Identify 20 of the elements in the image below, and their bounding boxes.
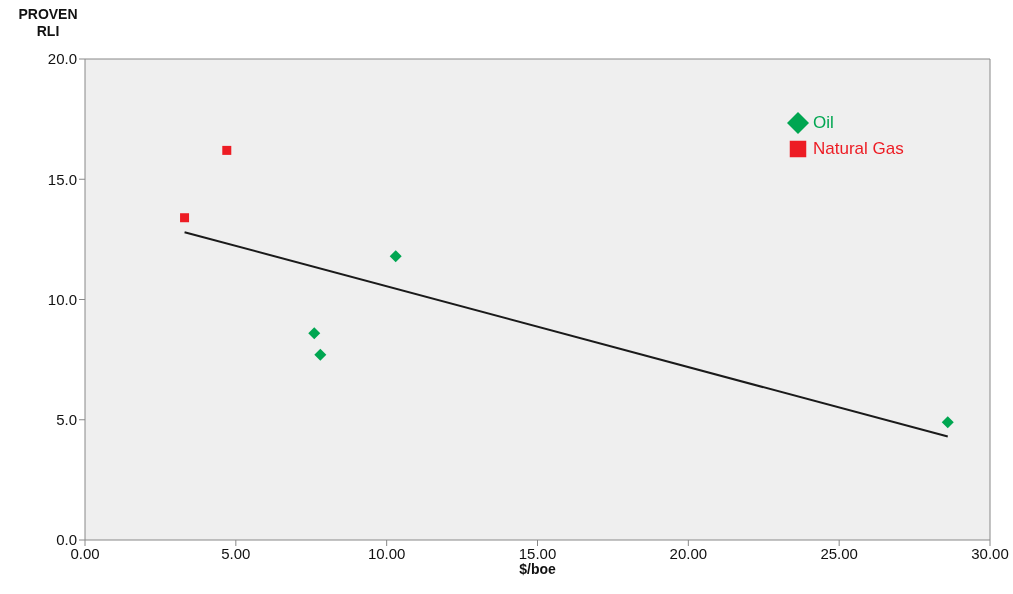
legend-label: Oil [813, 113, 834, 133]
point [941, 416, 954, 429]
point [180, 213, 190, 223]
point [314, 348, 327, 361]
y-tick-label: 15.0 [47, 170, 77, 188]
point [308, 327, 321, 340]
y-tick-label: 10.0 [47, 290, 77, 308]
x-tick-label: 15.00 [518, 544, 557, 562]
x-tick-label: 20.00 [669, 544, 708, 562]
point [389, 250, 402, 263]
x-axis-title: $/boe [519, 561, 556, 577]
point [222, 145, 232, 155]
x-tick-label: 30.00 [971, 544, 1009, 562]
y-tick-label: 20.0 [47, 50, 77, 68]
y-tick-label: 5.0 [56, 411, 77, 429]
x-tick-label: 25.00 [820, 544, 858, 562]
legend-label: Natural Gas [813, 139, 904, 159]
x-tick-label: 5.00 [221, 544, 251, 562]
y-axis-title: PROVEN RLI [17, 6, 79, 40]
x-tick-label: 10.00 [367, 544, 406, 562]
